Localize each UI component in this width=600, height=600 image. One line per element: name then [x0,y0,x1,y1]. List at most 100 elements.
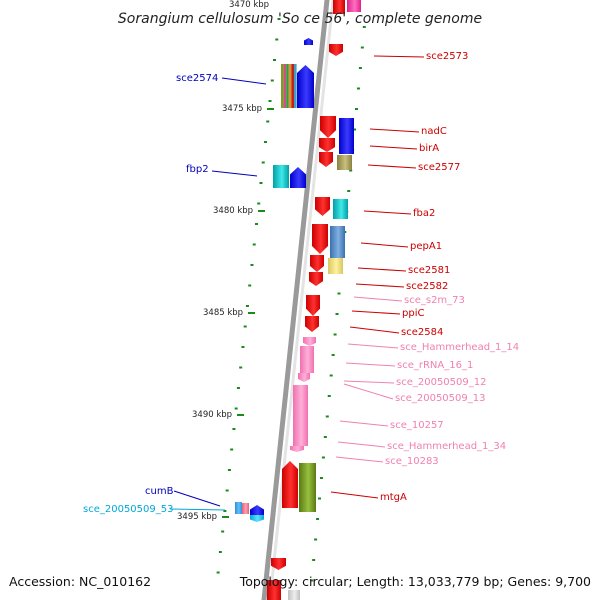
ruler-tick [362,26,366,28]
gene-label: fbp2 [186,164,209,175]
ruler-tick [310,579,314,582]
ruler-major-tick [248,312,255,314]
ruler-tick [254,223,258,225]
ruler-major-tick [237,414,244,416]
gene-label: cumB [145,486,174,497]
gene-leader-line [347,343,399,349]
gene-label: sce2577 [418,162,460,173]
gene-shape [290,167,306,188]
gene-shape [273,165,289,188]
ruler-tick [349,169,353,172]
genome-backbone [261,0,330,600]
gene-shape [312,224,328,254]
gene-shape [288,590,300,600]
gene-shape [306,295,320,316]
gene-shape [282,461,298,508]
ruler-tick [321,456,325,459]
gene-label: sce2581 [408,265,450,276]
gene-shape [337,155,352,170]
gene-label: nadC [421,126,447,137]
gene-leader-line [351,310,401,315]
ruler-tick [250,264,254,266]
gene-shape [304,38,313,45]
gene-leader-line [343,380,395,384]
gene-label: fba2 [413,208,435,219]
gene-shape [333,199,348,219]
gene-label: pepA1 [410,241,442,252]
ruler-tick [277,18,281,20]
ruler-tick [317,497,321,500]
ruler-tick [236,387,240,389]
gene-label: sce2584 [401,327,443,338]
ruler-tick [232,428,236,430]
ruler-tick [259,182,263,184]
ruler-label: 3485 kbp [203,308,243,318]
gene-shape [281,64,284,108]
ruler-tick [337,292,341,295]
ruler-tick [245,305,249,307]
gene-leader-line [335,456,384,463]
ruler-tick [252,243,256,246]
ruler-label: 3490 kbp [192,410,232,420]
gene-label: mtgA [380,492,407,503]
gene-shape [309,272,323,286]
gene-leader-line [221,77,267,85]
ruler-tick [333,333,337,336]
gene-shape [299,463,316,512]
gene-shape [283,64,287,108]
gene-label: sce2573 [426,51,468,62]
ruler-label: 3495 kbp [177,512,217,522]
gene-leader-line [337,441,386,448]
gene-leader-line [343,383,394,400]
gene-leader-line [211,170,258,177]
ruler-tick [241,346,245,348]
gene-label: sce_20050509_13 [395,393,485,404]
ruler-tick [216,571,220,574]
ruler-tick [248,284,252,287]
ruler-tick [353,128,357,131]
gene-leader-line [355,283,405,288]
gene-shape [267,580,281,600]
ruler-tick [358,67,362,69]
ruler-tick [230,448,234,451]
gene-shape [320,116,336,138]
gene-label: sce_Hammerhead_1_14 [400,342,519,353]
ruler-tick [227,469,231,471]
ruler-tick [223,510,227,512]
gene-leader-line [369,145,418,150]
ruler-major-tick [222,516,229,518]
gene-shape [333,0,345,14]
genome-backbone-shadow [268,0,335,600]
gene-shape [294,64,297,108]
gene-label: sce_s2m_73 [404,295,465,306]
gene-label: sce2574 [176,73,218,84]
gene-leader-line [330,491,379,499]
ruler-tick [327,395,331,397]
gene-shape [339,118,354,154]
gene-leader-line [353,296,403,302]
gene-shape [271,558,286,570]
gene-shape [329,44,343,56]
gene-shape [242,503,249,514]
ruler-tick [266,120,270,123]
ruler-tick [225,489,229,492]
ruler-tick [314,538,318,541]
gene-leader-line [357,267,407,272]
ruler-tick [312,559,316,561]
ruler-tick [257,202,261,205]
gene-label: birA [419,143,439,154]
gene-label: sce_10257 [390,420,444,431]
gene-leader-line [363,210,412,215]
gene-shape [300,346,314,373]
gene-leader-line [169,508,226,511]
gene-shape [288,64,292,108]
gene-label: sce_10283 [385,456,439,467]
ruler-tick [273,59,277,61]
ruler-tick [360,46,364,49]
ruler-label-partial: 3470 kbp [229,0,269,10]
gene-shape [250,505,264,518]
ruler-major-tick [258,210,265,212]
ruler-tick [329,374,333,377]
gene-shape [319,138,335,152]
